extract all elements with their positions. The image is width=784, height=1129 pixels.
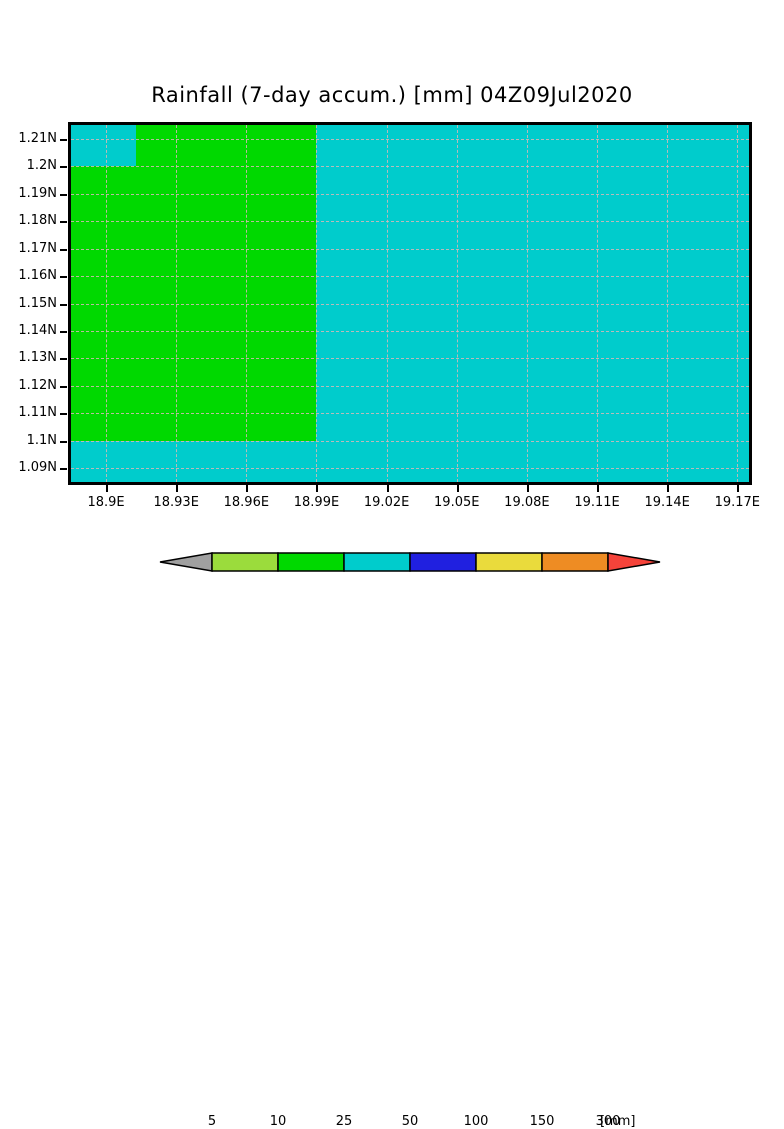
- x-tick-label: 19.17E: [714, 495, 761, 510]
- y-tick-mark: [60, 248, 67, 251]
- rainfall-map-figure: Rainfall (7-day accum.) [mm] 04Z09Jul202…: [0, 83, 784, 1129]
- x-tick-mark: [316, 485, 319, 492]
- colorbar-legend: [mm] 5 10 25 50 100 150 300: [0, 548, 784, 1129]
- y-tick-label: 1.15N: [18, 295, 57, 311]
- y-tick-label: 1.16N: [18, 268, 57, 284]
- colorbar-tick-label: 5: [207, 1114, 217, 1129]
- plot-area: [68, 122, 752, 485]
- colorbar-under-arrow: [159, 552, 213, 572]
- y-tick-label: 1.09N: [18, 460, 57, 476]
- y-tick-mark: [60, 468, 67, 471]
- y-tick-label: 1.2N: [26, 158, 57, 174]
- y-tick-label: 1.17N: [18, 240, 57, 256]
- y-tick-label: 1.1N: [26, 432, 57, 448]
- y-tick-mark: [60, 276, 67, 279]
- x-tick-mark: [737, 485, 740, 492]
- y-tick-label: 1.19N: [18, 185, 57, 201]
- x-tick-mark: [456, 485, 459, 492]
- y-tick-label: 1.14N: [18, 322, 57, 338]
- x-tick-label: 19.11E: [574, 495, 620, 510]
- colorbar-tick-label: 50: [401, 1114, 419, 1129]
- raster-data-layer: [71, 125, 749, 482]
- y-tick-label: 1.21N: [18, 130, 57, 146]
- y-tick-mark: [60, 330, 67, 333]
- colorbar-tick-label: 10: [269, 1114, 287, 1129]
- colorbar-band: [541, 552, 609, 572]
- y-tick-mark: [60, 221, 67, 224]
- x-tick-label: 18.99E: [293, 495, 340, 510]
- y-tick-mark: [60, 413, 67, 416]
- y-tick-mark: [60, 385, 67, 388]
- y-tick-mark: [60, 138, 67, 141]
- y-tick-mark: [60, 303, 67, 306]
- x-tick-mark: [526, 485, 529, 492]
- page-title: Rainfall (7-day accum.) [mm] 04Z09Jul202…: [151, 83, 633, 107]
- x-tick-mark: [246, 485, 249, 492]
- colorbar-swatches: [159, 552, 661, 572]
- x-tick-mark: [176, 485, 179, 492]
- x-tick-mark: [386, 485, 389, 492]
- y-tick-label: 1.18N: [18, 213, 57, 229]
- colorbar-tick-label: 25: [335, 1114, 353, 1129]
- colorbar-band: [343, 552, 411, 572]
- colorbar-over-arrow: [607, 552, 661, 572]
- colorbar-band: [277, 552, 345, 572]
- y-tick-label: 1.11N: [18, 405, 57, 421]
- y-tick-label: 1.13N: [18, 350, 57, 366]
- y-tick-mark: [60, 166, 67, 169]
- raster-region: [71, 166, 317, 441]
- y-tick-label: 1.12N: [18, 377, 57, 393]
- colorbar-tick-label: 150: [529, 1114, 555, 1129]
- x-tick-label: 18.93E: [153, 495, 199, 510]
- colorbar-tick-label: 300: [595, 1114, 621, 1129]
- y-tick-mark: [60, 358, 67, 361]
- colorbar-band: [475, 552, 543, 572]
- x-tick-mark: [106, 485, 109, 492]
- x-tick-label: 19.02E: [363, 495, 410, 510]
- x-tick-mark: [667, 485, 670, 492]
- colorbar-band: [409, 552, 477, 572]
- colorbar-tick-label: 100: [463, 1114, 489, 1129]
- x-tick-label: 18.9E: [87, 495, 125, 510]
- y-tick-mark: [60, 440, 67, 443]
- x-tick-label: 19.05E: [434, 495, 480, 510]
- raster-region: [136, 125, 317, 167]
- y-tick-mark: [60, 193, 67, 196]
- x-tick-mark: [597, 485, 600, 492]
- x-tick-label: 19.14E: [644, 495, 690, 510]
- x-tick-label: 18.96E: [223, 495, 270, 510]
- x-tick-label: 19.08E: [504, 495, 550, 510]
- raster-region: [71, 125, 137, 167]
- colorbar-band: [211, 552, 279, 572]
